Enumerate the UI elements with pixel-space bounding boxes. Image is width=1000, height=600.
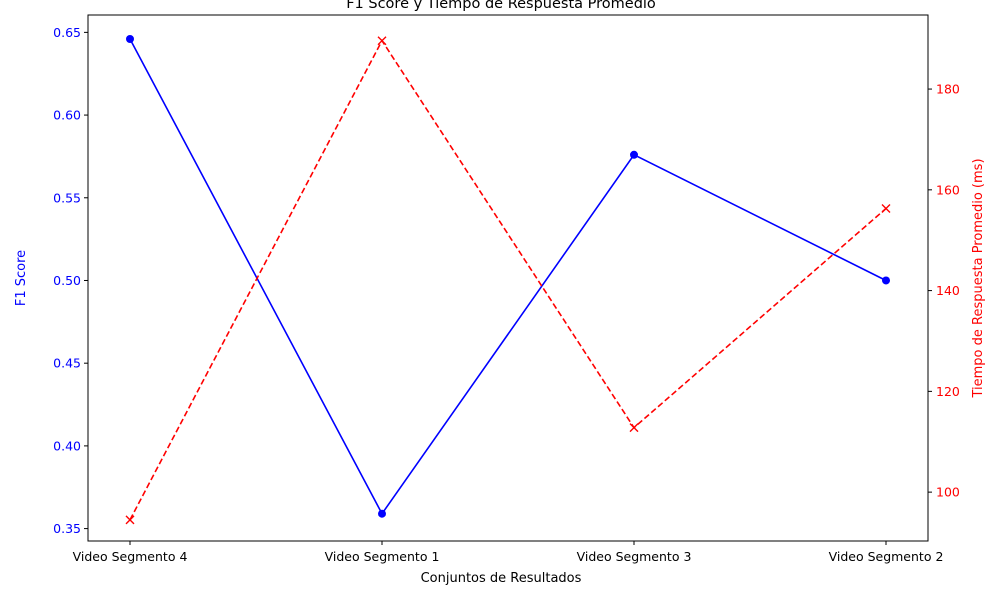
- y-right-tick-label: 120: [936, 384, 960, 399]
- y-left-tick-label: 0.55: [53, 190, 81, 205]
- series-left-point: [126, 34, 134, 43]
- series-right-point: [881, 203, 891, 213]
- x-tick-label: Video Segmento 1: [325, 549, 440, 564]
- series-right-point: [125, 515, 135, 525]
- plot-frame: [87, 14, 929, 542]
- y-left-tick-label: 0.35: [53, 521, 81, 536]
- y-left-tick-label: 0.45: [53, 356, 81, 371]
- x-tick-label: Video Segmento 2: [829, 549, 944, 564]
- y-axis-left-label: F1 Score: [14, 250, 29, 306]
- x-axis-label: Conjuntos de Resultados: [421, 571, 582, 586]
- y-left-tick-label: 0.65: [53, 25, 81, 40]
- series-right-point: [629, 423, 639, 433]
- series-left-point: [882, 276, 890, 285]
- x-tick-label: Video Segmento 4: [73, 549, 188, 564]
- series-left-point: [378, 509, 386, 518]
- series-left-point: [630, 150, 638, 159]
- series-left-line: [129, 38, 887, 516]
- x-tick-label: Video Segmento 3: [577, 549, 692, 564]
- series-right-line: [129, 39, 887, 521]
- series-right-point: [377, 36, 387, 46]
- y-axis-right-label: Tiempo de Respuesta Promedio (ms): [971, 158, 986, 398]
- y-left-tick-label: 0.60: [53, 108, 81, 123]
- y-right-tick-label: 180: [936, 82, 960, 97]
- plot-area: Video Segmento 4 Video Segmento 1 Video Se…: [53, 14, 960, 564]
- y-left-tick-label: 0.50: [53, 273, 81, 288]
- y-right-tick-label: 160: [936, 182, 960, 197]
- y-left-tick-label: 0.40: [53, 438, 81, 453]
- chart-title: F1 Score y Tiempo de Respuesta Promedio: [346, 0, 656, 12]
- y-right-tick-label: 100: [936, 485, 960, 500]
- y-right-tick-label: 140: [936, 283, 960, 298]
